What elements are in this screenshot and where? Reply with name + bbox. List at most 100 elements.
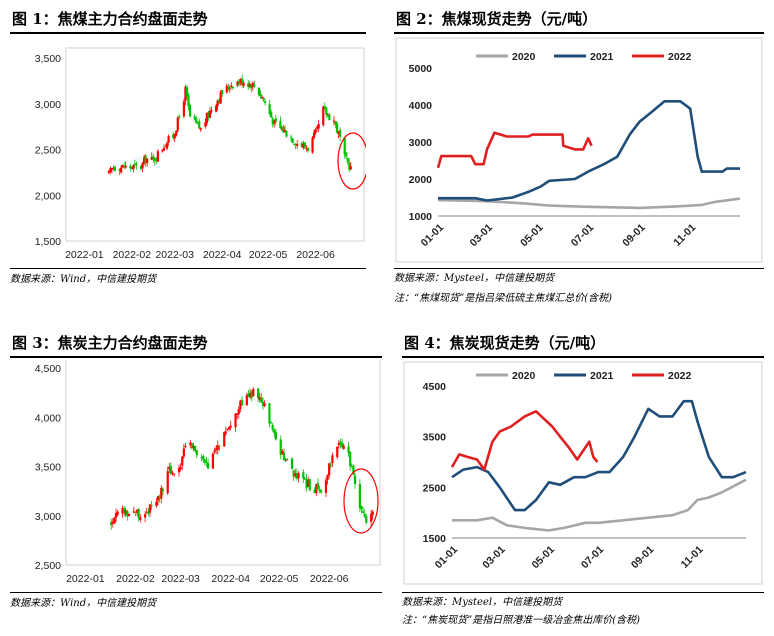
candle-up (248, 83, 251, 87)
candle-down (305, 478, 308, 489)
candle-up (371, 511, 374, 515)
candle-down (318, 489, 321, 491)
candle-down (308, 479, 311, 491)
candle-down (282, 452, 286, 460)
y-tick-label: 2,500 (35, 145, 61, 157)
candle-up (192, 445, 195, 449)
candle-up (132, 511, 135, 513)
candle-up (258, 396, 261, 400)
candle-up (223, 432, 226, 447)
candle-down (196, 121, 199, 123)
candle-down (263, 101, 267, 103)
candle-down (279, 120, 282, 128)
y-tick-label: 4000 (409, 100, 433, 112)
candle-up (155, 501, 158, 506)
candle-down (250, 85, 253, 89)
y-tick-label: 4,000 (35, 412, 61, 424)
candle-down (291, 138, 294, 143)
candle-up (326, 475, 329, 481)
x-tick-label: 01-01 (433, 544, 461, 572)
candle-up (370, 513, 373, 522)
candle-down (195, 117, 198, 123)
x-tick-label: 09-01 (629, 544, 657, 572)
x-tick-label: 11-01 (671, 222, 698, 249)
y-tick-label: 2500 (423, 482, 447, 494)
highlight-circle (343, 468, 379, 534)
x-tick-label: 2022-03 (161, 573, 200, 585)
highlight-circle (337, 132, 366, 190)
candle-up (166, 471, 169, 494)
candle-down (292, 470, 295, 477)
candle-up (184, 446, 187, 448)
y-tick-label: 1500 (423, 533, 447, 545)
candle-up (182, 101, 186, 117)
candle-down (347, 446, 350, 453)
chart-coking-coal-spot: 1000 2000 3000 4000 5000 01-01 03-01 05-01 07-01… (395, 37, 763, 263)
x-tick-label: 11-01 (679, 544, 706, 571)
candle-down (207, 112, 210, 118)
x-tick-label: 2022-04 (211, 573, 250, 585)
candle-up (176, 117, 179, 131)
candle-down (144, 155, 147, 163)
candle-up (145, 512, 148, 514)
candle-down (137, 509, 140, 518)
candle-down (295, 473, 298, 479)
candle-up (337, 131, 340, 134)
y-tick-label: 3,000 (35, 511, 61, 523)
candle-down (325, 107, 328, 115)
candle-up (204, 122, 207, 127)
y-tick-label: 2,500 (35, 560, 61, 572)
legend-label-2020: 2020 (512, 51, 536, 63)
candle-up (216, 445, 219, 451)
candle-down (250, 391, 253, 398)
y-tick-label: 3,000 (35, 99, 61, 111)
candle-up (107, 170, 110, 173)
candle-down (118, 169, 121, 172)
candle-up (337, 442, 340, 446)
candle-up (110, 168, 114, 170)
candle-down (237, 83, 241, 85)
candle-down (348, 162, 351, 170)
x-tick-label: 05-01 (530, 544, 558, 572)
candle-up (230, 85, 233, 88)
candle-up (281, 451, 284, 455)
y-tick-label: 3500 (423, 432, 447, 444)
candle-down (260, 397, 263, 403)
panel-coking-coal-futures: 图 1：焦煤主力合约盘面走势 1,500 2,000 2,500 3,000 3,500… (10, 6, 366, 296)
candle-up (156, 151, 159, 162)
y-tick-label: 1,500 (35, 236, 61, 248)
divider (402, 592, 764, 593)
x-tick-label: 2022-05 (249, 249, 288, 261)
candle-down (247, 393, 250, 397)
candle-up (336, 446, 339, 458)
candle-up (234, 413, 237, 428)
candle-down (346, 158, 349, 163)
source-text: 数据来源：Mysteel，中信建投期货 (394, 273, 555, 284)
x-tick-label: 07-01 (579, 544, 607, 572)
candle-down (200, 457, 203, 459)
candle-up (228, 88, 231, 90)
candle-down (329, 464, 332, 466)
candle-down (231, 86, 235, 88)
candle-down (360, 506, 363, 510)
candle-down (352, 465, 355, 475)
candle-up (173, 133, 176, 139)
candle-up (328, 463, 331, 476)
candle-down (123, 508, 126, 513)
candle-down (194, 445, 197, 451)
candle-up (112, 167, 115, 170)
candle-up (245, 394, 248, 406)
candle-down (129, 165, 132, 168)
candle-up (109, 168, 112, 172)
candle-down (133, 163, 137, 165)
candle-down (203, 459, 206, 463)
candle-down (282, 127, 285, 133)
candle-down (268, 104, 271, 114)
candle-down (161, 489, 164, 492)
candle-down (261, 401, 265, 407)
candle-down (302, 472, 305, 479)
x-tick-label: 2022-01 (65, 249, 104, 261)
candle-down (334, 121, 337, 125)
candle-down (198, 121, 201, 129)
y-tick-label: 5000 (409, 63, 433, 75)
